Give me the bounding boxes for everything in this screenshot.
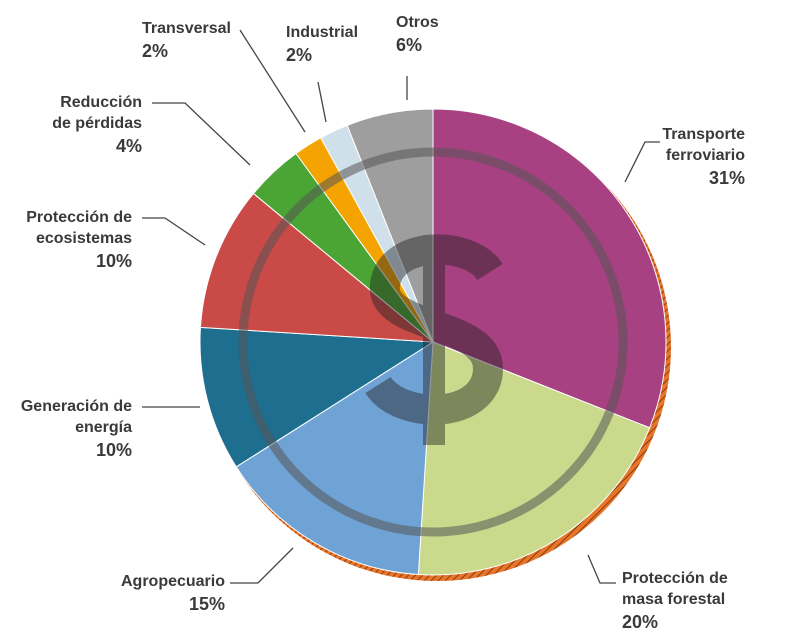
leader-line	[317, 81, 327, 123]
value-label: 4%	[115, 136, 142, 156]
category-label: Reducción de pérdidas	[52, 94, 142, 132]
category-label: Transporte ferroviario	[662, 126, 745, 164]
value-label: 15%	[188, 594, 225, 614]
pie-slice	[235, 341, 434, 576]
pie-slice	[199, 326, 435, 468]
category-label: Transversal	[142, 20, 231, 37]
category-label: Industrial	[286, 24, 359, 41]
dollar-sign	[365, 234, 503, 445]
coin-ring	[238, 147, 628, 537]
leader-line	[230, 547, 294, 584]
category-label: Agropecuario	[120, 573, 225, 590]
slice-label: Agropecuario 15%	[105, 571, 225, 615]
category-label: Protección de masa forestal	[622, 570, 728, 608]
slice-label: Industrial 2%	[286, 22, 376, 66]
slice-label: Generación de energía 10%	[20, 396, 132, 461]
value-label: 2%	[142, 41, 169, 61]
leader-line	[239, 29, 306, 133]
value-label: 20%	[622, 612, 659, 632]
category-label: Generación de energía	[20, 398, 132, 436]
value-label: 10%	[95, 440, 132, 460]
slice-label: Otros 6%	[396, 12, 456, 56]
value-label: 6%	[396, 35, 423, 55]
slice-label: Protección de masa forestal 20%	[622, 568, 762, 633]
leader-line	[587, 554, 616, 584]
pie-slice	[432, 108, 667, 429]
pie-slice	[199, 192, 435, 343]
slice-label: Reducción de pérdidas 4%	[40, 92, 142, 157]
category-label: Protección de ecosistemas	[26, 209, 132, 247]
value-label: 2%	[286, 45, 313, 65]
leader-line	[152, 102, 251, 166]
leader-line	[624, 141, 660, 183]
value-label: 31%	[708, 168, 745, 188]
pie-slice	[417, 341, 651, 576]
slice-label: Protección de ecosistemas 10%	[10, 207, 132, 272]
value-label: 10%	[95, 251, 132, 271]
slice-label: Transporte ferroviario 31%	[640, 124, 745, 189]
leader-line	[142, 217, 206, 246]
category-label: Otros	[396, 14, 439, 31]
slices	[199, 108, 667, 576]
slice-label: Transversal 2%	[142, 18, 252, 62]
